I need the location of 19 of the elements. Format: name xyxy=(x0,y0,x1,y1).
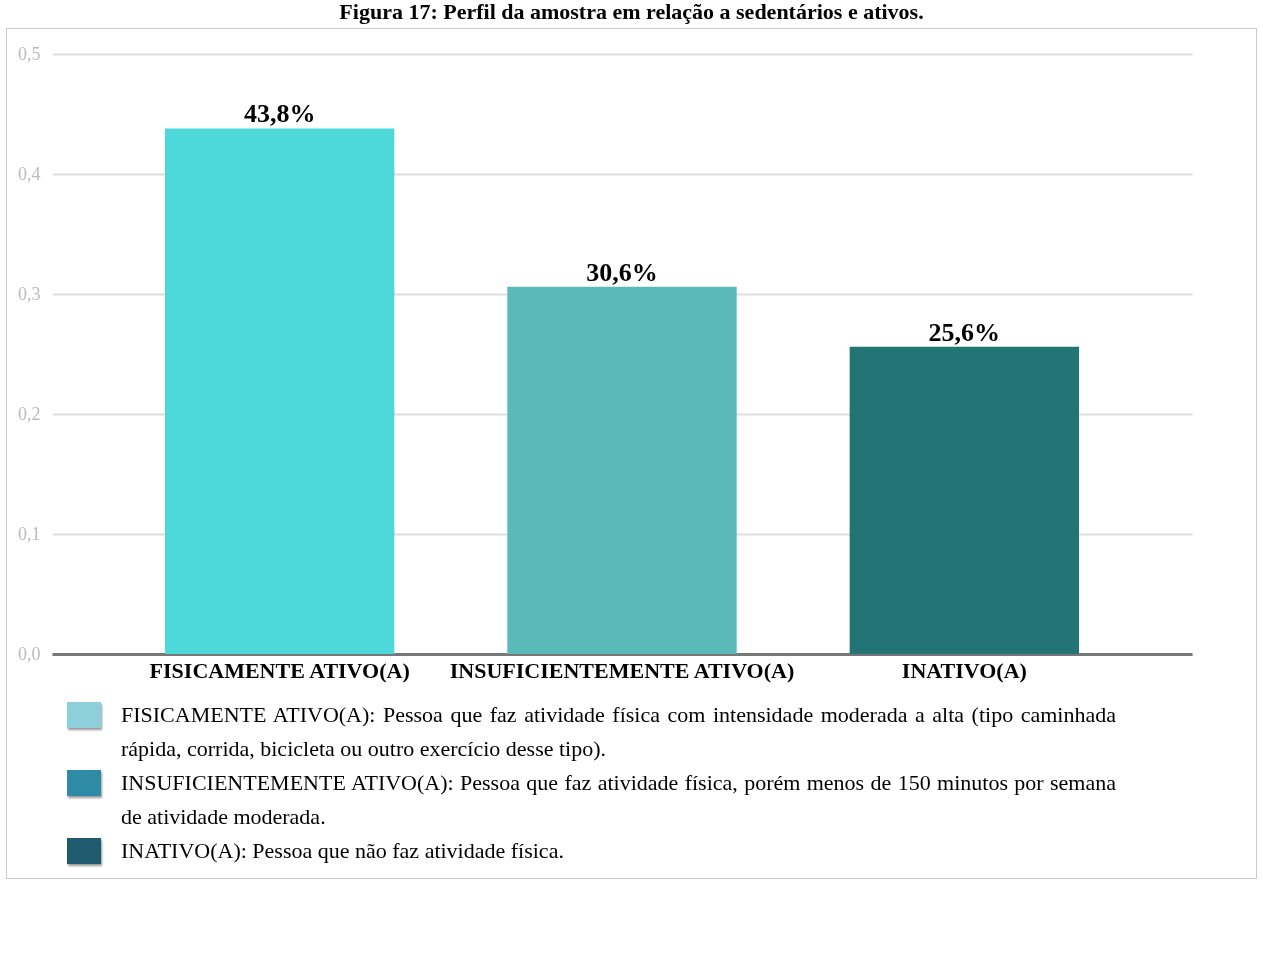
chart-title: Figura 17: Perfil da amostra em relação a sedentários e ativos. xyxy=(338,0,925,24)
bar xyxy=(849,346,1080,654)
bar xyxy=(164,128,395,654)
data-label: 30,6% xyxy=(586,257,658,287)
bar xyxy=(507,286,737,654)
data-label: 25,6% xyxy=(928,317,1001,347)
y-tick-label: 0,3 xyxy=(18,283,41,304)
y-tick-label: 0,1 xyxy=(18,523,41,544)
x-tick-label: INATIVO(A) xyxy=(901,657,1027,683)
text: INATIVO(A): Pessoa que não faz atividade física. xyxy=(121,837,565,865)
y-tick-label: 0,2 xyxy=(18,403,41,424)
text: INSUFICIENTEMENTE ATIVO(A): Pessoa que faz atividade física, porém menos de 150 minutos por semana de atividade moderada. xyxy=(121,769,1116,831)
text: FISICAMENTE ATIVO(A): Pessoa que faz atividade física com intensidade moderada a alta (tipo caminhada rápida, corrida, bicicleta ou outro exercício desse tipo). xyxy=(121,701,1116,763)
x-tick-label: FISICAMENTE ATIVO(A) xyxy=(149,657,410,683)
y-tick-label: 0,0 xyxy=(18,643,41,664)
x-tick-label: INSUFICIENTEMENTE ATIVO(A) xyxy=(449,657,795,683)
data-label: 43,8% xyxy=(243,99,316,129)
y-tick-label: 0,5 xyxy=(18,43,41,64)
y-tick-label: 0,4 xyxy=(18,163,41,184)
